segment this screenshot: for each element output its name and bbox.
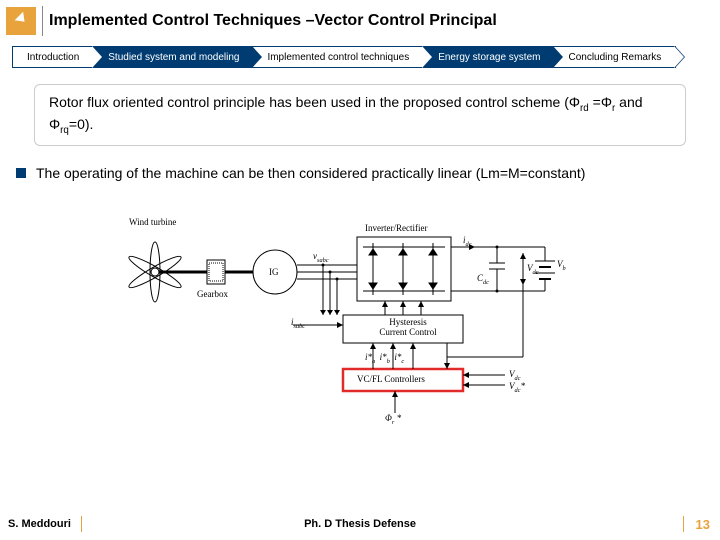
- bullet-text: The operating of the machine can be then…: [36, 164, 585, 183]
- crumb-intro: Introduction: [12, 46, 94, 68]
- bullet-item: The operating of the machine can be then…: [16, 164, 686, 183]
- bullet-icon: [16, 168, 26, 178]
- footer-center: Ph. D Thesis Defense: [304, 518, 416, 530]
- label-gearbox: Gearbox: [197, 289, 228, 299]
- label-hcc: HysteresisCurrent Control: [373, 318, 443, 338]
- label-vcfl: VC/FL Controllers: [357, 374, 425, 384]
- divider: [42, 6, 43, 36]
- content-area: Rotor flux oriented control principle ha…: [0, 84, 720, 427]
- label-inverter: Inverter/Rectifier: [365, 223, 427, 233]
- breadcrumb: Introduction Studied system and modeling…: [0, 46, 720, 68]
- crumb-studied: Studied system and modeling: [94, 46, 253, 68]
- footer-divider: [81, 516, 82, 532]
- label-vb: Vb: [557, 259, 566, 272]
- label-ig: IG: [269, 267, 279, 277]
- page-number: 13: [696, 517, 710, 532]
- label-wind: Wind turbine: [129, 217, 176, 227]
- system-diagram: Wind turbine Gearbox IG Inverter/Rectifi…: [125, 197, 595, 427]
- diagram-container: Wind turbine Gearbox IG Inverter/Rectifi…: [34, 197, 686, 427]
- slide-header: Implemented Control Techniques –Vector C…: [0, 0, 720, 44]
- label-phistar: Φr *: [385, 413, 401, 426]
- label-vdcstar: Vdc*: [509, 381, 525, 394]
- slide-title: Implemented Control Techniques –Vector C…: [49, 12, 497, 30]
- label-vsabc: vsabc: [313, 251, 329, 264]
- crumb-energy: Energy storage system: [424, 46, 554, 68]
- label-isabc: isabc: [291, 317, 305, 330]
- crumb-implemented: Implemented control techniques: [252, 46, 424, 68]
- label-vdc2: Vdc: [509, 369, 520, 382]
- label-cdc: Cdc: [477, 273, 489, 286]
- principle-text: Rotor flux oriented control principle ha…: [49, 94, 643, 132]
- logo-icon: [6, 7, 36, 35]
- principle-box: Rotor flux oriented control principle ha…: [34, 84, 686, 146]
- author-name: S. Meddouri: [8, 518, 71, 530]
- label-istar: i*a i*b i*c: [365, 352, 404, 365]
- footer-divider-right: [683, 516, 684, 532]
- label-idc: idc: [463, 235, 471, 248]
- crumb-concluding: Concluding Remarks: [553, 46, 676, 68]
- slide-footer: S. Meddouri Ph. D Thesis Defense 13: [0, 516, 720, 532]
- label-vdc: Vdc: [527, 263, 538, 276]
